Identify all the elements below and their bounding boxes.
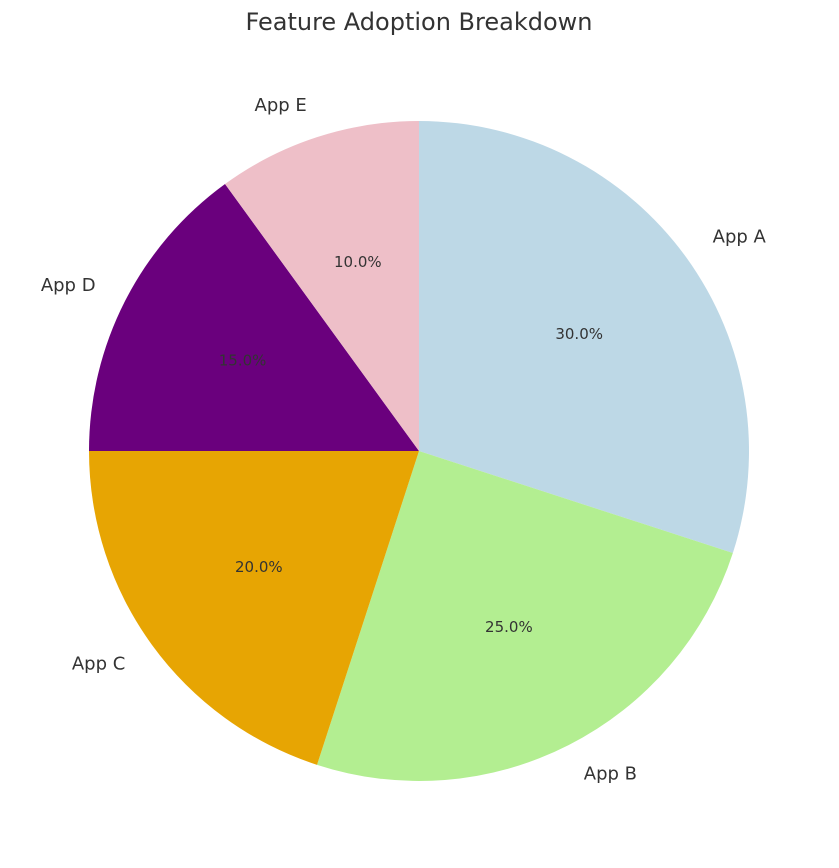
slice-label-app-e: App E bbox=[255, 95, 307, 116]
slice-label-app-a: App A bbox=[713, 227, 767, 248]
chart-title: Feature Adoption Breakdown bbox=[245, 8, 592, 36]
slice-label-app-c: App C bbox=[72, 653, 125, 674]
pct-label-app-d: 15.0% bbox=[219, 352, 267, 370]
pie-slice-app-a bbox=[419, 121, 749, 553]
pie-slice-app-e bbox=[225, 121, 419, 451]
pie-slice-app-b bbox=[317, 451, 733, 781]
pct-label-app-e: 10.0% bbox=[334, 253, 382, 271]
slice-label-app-d: App D bbox=[41, 275, 96, 296]
pct-label-app-c: 20.0% bbox=[235, 558, 283, 576]
pie-slice-app-d bbox=[89, 184, 419, 451]
pie-slice-app-c bbox=[89, 451, 419, 765]
pie-slices bbox=[89, 121, 749, 781]
pct-label-app-a: 30.0% bbox=[555, 325, 603, 343]
slice-label-app-b: App B bbox=[584, 763, 637, 784]
pct-label-app-b: 25.0% bbox=[485, 618, 533, 636]
pie-labels: App A 30.0% App B 25.0% App C 20.0% App D 15.0%… bbox=[41, 95, 767, 785]
